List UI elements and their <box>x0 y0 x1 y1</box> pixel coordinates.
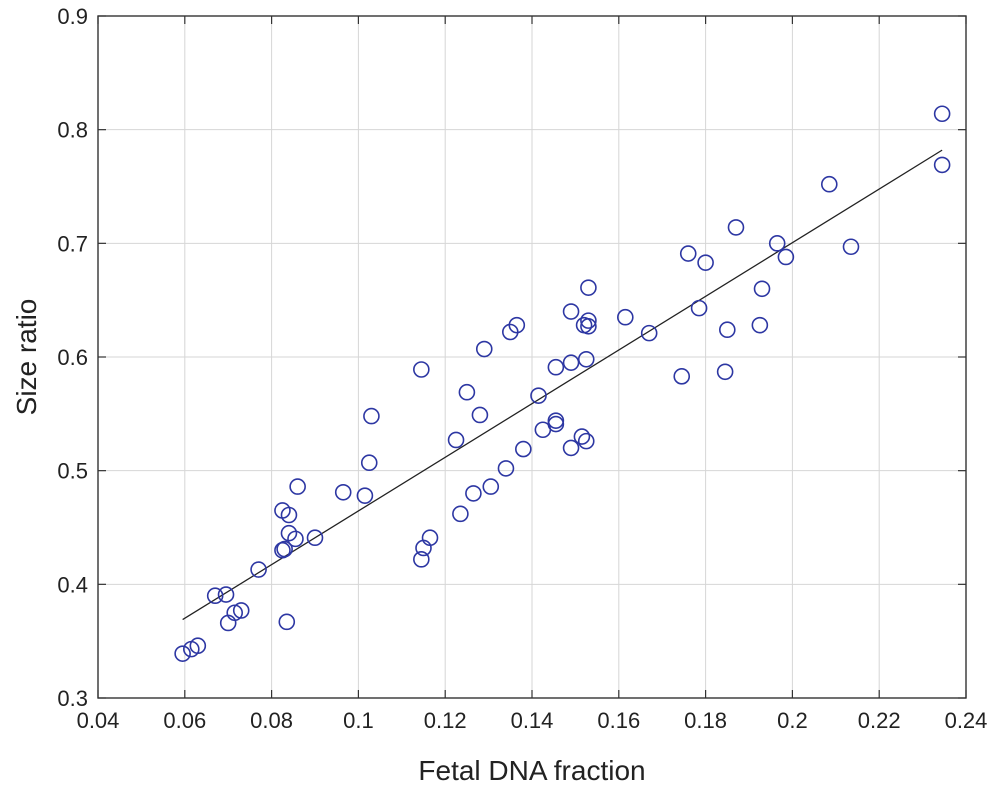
x-tick-label: 0.16 <box>597 708 640 733</box>
y-tick-label: 0.4 <box>57 572 88 597</box>
data-point <box>547 412 565 429</box>
data-point <box>727 219 745 236</box>
data-point <box>356 487 374 504</box>
data-point <box>573 428 591 445</box>
data-point <box>452 505 469 523</box>
data-point <box>842 238 860 256</box>
data-point <box>673 368 691 385</box>
data-point <box>580 279 597 296</box>
data-point <box>697 254 714 271</box>
data-point <box>530 387 547 404</box>
data-point <box>206 587 224 605</box>
x-tick-label: 0.18 <box>684 708 727 733</box>
data-point <box>820 175 838 193</box>
data-point <box>250 561 267 578</box>
data-point <box>278 613 296 631</box>
y-tick-label: 0.6 <box>57 345 88 370</box>
data-point <box>718 321 736 339</box>
data-point <box>562 303 580 320</box>
regression-line <box>182 149 943 621</box>
data-point <box>690 299 708 317</box>
x-axis-title: Fetal DNA fraction <box>418 755 645 786</box>
x-tick-label: 0.24 <box>945 708 988 733</box>
data-point <box>482 478 500 495</box>
x-tick-label: 0.1 <box>343 708 374 733</box>
data-point <box>497 460 515 477</box>
x-tick-label: 0.12 <box>424 708 467 733</box>
data-point <box>508 316 526 334</box>
data-point <box>716 363 734 381</box>
data-point <box>360 454 378 472</box>
x-tick-label: 0.22 <box>858 708 901 733</box>
data-point <box>768 235 786 252</box>
data-point <box>933 156 951 174</box>
y-tick-label: 0.9 <box>57 4 88 29</box>
data-point <box>515 440 532 458</box>
data-point <box>189 637 207 655</box>
data-point <box>577 350 595 368</box>
data-point <box>217 586 235 603</box>
data-point <box>753 280 771 298</box>
data-point <box>226 604 244 622</box>
data-point <box>580 318 597 335</box>
x-tick-labels: 0.04 0.06 0.08 0.1 0.12 0.14 0.16 0.18 0.2 0.22 0.… <box>77 708 988 733</box>
data-point <box>640 324 658 342</box>
data-point <box>617 308 634 326</box>
data-point <box>287 530 304 548</box>
y-tick-label: 0.7 <box>57 231 88 256</box>
x-tick-label: 0.08 <box>250 708 293 733</box>
data-point <box>413 551 430 568</box>
y-tick-label: 0.3 <box>57 686 88 711</box>
data-point <box>232 602 250 619</box>
data-point <box>751 316 769 334</box>
data-point <box>413 361 430 378</box>
axis-ticks <box>97 15 967 699</box>
data-points <box>174 105 951 662</box>
data-point <box>289 478 306 495</box>
data-point <box>475 340 493 358</box>
data-point <box>547 358 565 376</box>
x-tick-label: 0.14 <box>511 708 554 733</box>
y-axis-title: Size ratio <box>11 299 42 416</box>
y-tick-labels: 0.3 0.4 0.5 0.6 0.7 0.8 0.9 <box>57 4 88 711</box>
data-point <box>174 645 191 662</box>
data-point <box>421 529 439 547</box>
data-point <box>933 105 951 123</box>
data-point <box>447 431 465 449</box>
data-point <box>334 483 352 501</box>
data-point <box>306 529 324 547</box>
y-tick-label: 0.8 <box>57 118 88 143</box>
grid-lines <box>98 16 966 698</box>
data-point <box>679 245 697 262</box>
data-point <box>577 432 595 450</box>
data-point <box>562 354 580 371</box>
data-point <box>280 506 298 524</box>
data-point <box>458 383 476 401</box>
x-tick-label: 0.2 <box>777 708 808 733</box>
x-tick-label: 0.04 <box>77 708 120 733</box>
x-tick-label: 0.06 <box>163 708 206 733</box>
data-point <box>363 407 380 425</box>
data-point <box>465 485 482 502</box>
data-point <box>276 540 293 558</box>
data-point <box>547 415 565 433</box>
data-point <box>562 439 580 457</box>
data-point <box>580 312 597 329</box>
data-point <box>471 406 489 424</box>
data-point <box>280 524 298 542</box>
data-point <box>777 248 795 266</box>
y-tick-label: 0.5 <box>57 459 88 484</box>
